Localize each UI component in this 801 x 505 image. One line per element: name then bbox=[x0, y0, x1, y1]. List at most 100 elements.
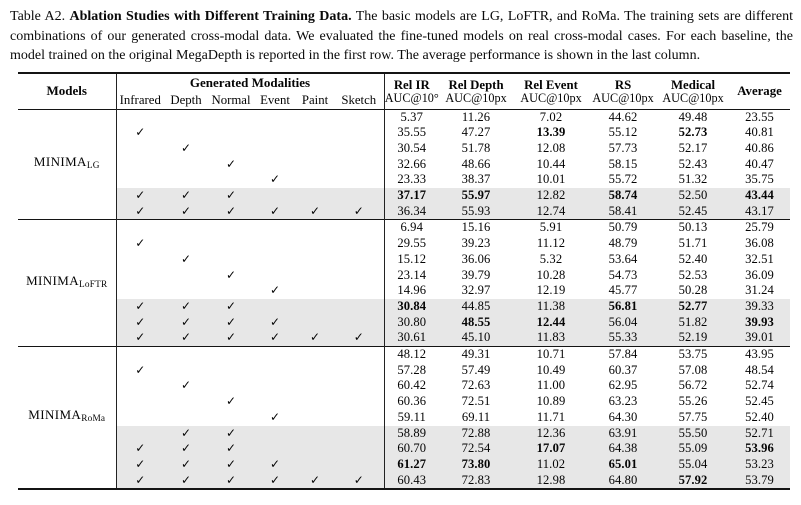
check-icon-infrared: ✓ bbox=[116, 441, 164, 457]
check-icon-depth: ✓ bbox=[180, 378, 192, 393]
empty-check-cell bbox=[334, 283, 385, 299]
value-rel-event: 12.82 bbox=[513, 188, 590, 204]
value-rel-ir: 30.61 bbox=[384, 330, 440, 347]
value-medical: 52.53 bbox=[678, 267, 708, 282]
table-row: MINIMARoMa 48.12 49.31 10.71 57.84 53.75 43.95 bbox=[18, 346, 790, 490]
value-rel-ir: 35.55 bbox=[397, 125, 427, 140]
value-rel-ir: 6.94 bbox=[400, 220, 423, 235]
check-icon-infrared: ✓ bbox=[116, 330, 164, 347]
value-rs: 60.37 bbox=[608, 362, 638, 377]
value-rs: 48.79 bbox=[608, 236, 638, 251]
value-rel-ir: 61.27 bbox=[384, 456, 440, 473]
value-rel-ir: 59.11 bbox=[397, 409, 426, 424]
table-row: ✓ 59.11 69.11 11.71 64.30 57.75 52.40 bbox=[18, 409, 790, 426]
empty-check-cell bbox=[334, 156, 385, 173]
check-icon-normal: ✓ bbox=[225, 394, 237, 409]
empty-check-cell bbox=[334, 346, 385, 363]
empty-check-cell bbox=[296, 283, 334, 299]
header-row-top: Models Generated Modalities Rel IR AUC@10… bbox=[18, 73, 790, 109]
value-rel-event: 11.71 bbox=[536, 409, 566, 424]
modality-header-paint: Paint bbox=[301, 92, 329, 107]
value-medical: 52.19 bbox=[657, 330, 730, 347]
model-subscript: RoMa bbox=[81, 414, 106, 425]
value-average: 53.23 bbox=[729, 456, 791, 473]
table-row: ✓ 32.66 48.66 10.44 58.15 52.43 40.47 bbox=[18, 156, 790, 173]
value-rel-event: 13.39 bbox=[536, 125, 566, 140]
value-rs: 44.62 bbox=[608, 109, 638, 124]
value-medical: 52.50 bbox=[657, 188, 730, 204]
check-icon-event: ✓ bbox=[254, 472, 296, 490]
empty-check-cell bbox=[296, 363, 334, 379]
metric-header-rel-ir: Rel IR AUC@10° bbox=[384, 73, 439, 109]
model-name: MINIMALG bbox=[33, 154, 100, 172]
empty-check-cell bbox=[208, 363, 254, 379]
empty-check-cell bbox=[116, 172, 164, 188]
caption-prefix: Table A2. bbox=[10, 9, 66, 24]
empty-check-cell bbox=[208, 141, 254, 157]
empty-check-cell bbox=[116, 347, 164, 363]
value-rel-event: 11.83 bbox=[513, 330, 590, 347]
check-icon-event: ✓ bbox=[254, 314, 296, 331]
value-average: 52.74 bbox=[745, 378, 774, 393]
value-medical: 56.72 bbox=[678, 378, 708, 393]
value-rel-event: 11.38 bbox=[513, 298, 590, 315]
empty-check-cell bbox=[254, 125, 296, 141]
empty-check-cell bbox=[334, 109, 385, 126]
empty-check-cell bbox=[116, 394, 164, 410]
empty-check-cell bbox=[254, 188, 296, 204]
check-icon-depth: ✓ bbox=[164, 441, 208, 457]
value-rel-event: 12.08 bbox=[536, 140, 566, 155]
empty-check-cell bbox=[254, 141, 296, 157]
empty-check-cell bbox=[164, 394, 208, 410]
metric-header-medical: Medical AUC@10px bbox=[657, 73, 729, 109]
caption-body: The basic models are LG, LoFTR, and RoMa… bbox=[10, 9, 793, 63]
value-rel-event: 10.49 bbox=[536, 362, 566, 377]
value-rel-event: 10.89 bbox=[536, 394, 566, 409]
value-medical: 57.75 bbox=[678, 409, 708, 424]
value-rel-ir: 14.96 bbox=[397, 283, 427, 298]
check-icon-depth: ✓ bbox=[164, 298, 208, 315]
empty-check-cell bbox=[208, 283, 254, 299]
empty-check-cell bbox=[254, 252, 296, 268]
empty-check-cell bbox=[296, 425, 334, 442]
value-average: 39.33 bbox=[729, 298, 791, 315]
value-rs: 53.64 bbox=[608, 251, 638, 266]
value-rel-event: 10.71 bbox=[536, 347, 566, 362]
value-average: 40.81 bbox=[745, 125, 774, 140]
value-rel-ir: 5.37 bbox=[400, 109, 423, 124]
value-rel-depth: 72.51 bbox=[461, 394, 491, 409]
value-rel-depth: 45.10 bbox=[439, 330, 514, 347]
metric-name: RS bbox=[614, 77, 632, 92]
check-icon-paint: ✓ bbox=[296, 472, 334, 490]
value-rel-depth: 55.97 bbox=[439, 188, 514, 204]
check-icon-depth: ✓ bbox=[164, 203, 208, 220]
value-rel-depth: 72.54 bbox=[439, 441, 514, 457]
table-row: ✓ 29.55 39.23 11.12 48.79 51.71 36.08 bbox=[18, 236, 790, 252]
value-rel-depth: 55.93 bbox=[439, 203, 514, 220]
check-icon-depth: ✓ bbox=[180, 251, 192, 266]
check-icon-event: ✓ bbox=[269, 172, 281, 187]
model-label-loftr: MINIMALoFTR bbox=[18, 219, 117, 347]
empty-check-cell bbox=[334, 441, 385, 457]
value-rel-depth: 72.63 bbox=[461, 378, 491, 393]
empty-check-cell bbox=[164, 109, 208, 125]
table-row: ✓ 15.12 36.06 5.32 53.64 52.40 32.51 bbox=[18, 251, 790, 268]
empty-check-cell bbox=[296, 441, 334, 457]
value-rs: 58.15 bbox=[608, 156, 638, 171]
empty-check-cell bbox=[164, 268, 208, 284]
empty-check-cell bbox=[334, 298, 385, 315]
models-header: Models bbox=[18, 73, 117, 109]
value-medical: 51.71 bbox=[678, 236, 708, 251]
empty-check-cell bbox=[296, 378, 334, 394]
empty-check-cell bbox=[296, 141, 334, 157]
empty-check-cell bbox=[164, 283, 208, 299]
table-row: ✓ 60.36 72.51 10.89 63.23 55.26 52.45 bbox=[18, 394, 790, 410]
value-rel-ir: 29.55 bbox=[397, 236, 427, 251]
value-average: 52.71 bbox=[729, 425, 791, 442]
value-rel-depth: 39.79 bbox=[461, 267, 491, 282]
empty-check-cell bbox=[208, 378, 254, 394]
check-icon-event: ✓ bbox=[254, 456, 296, 473]
value-average: 32.51 bbox=[745, 251, 774, 266]
value-rel-event: 12.36 bbox=[513, 425, 590, 442]
value-rel-depth: 72.88 bbox=[439, 425, 514, 442]
